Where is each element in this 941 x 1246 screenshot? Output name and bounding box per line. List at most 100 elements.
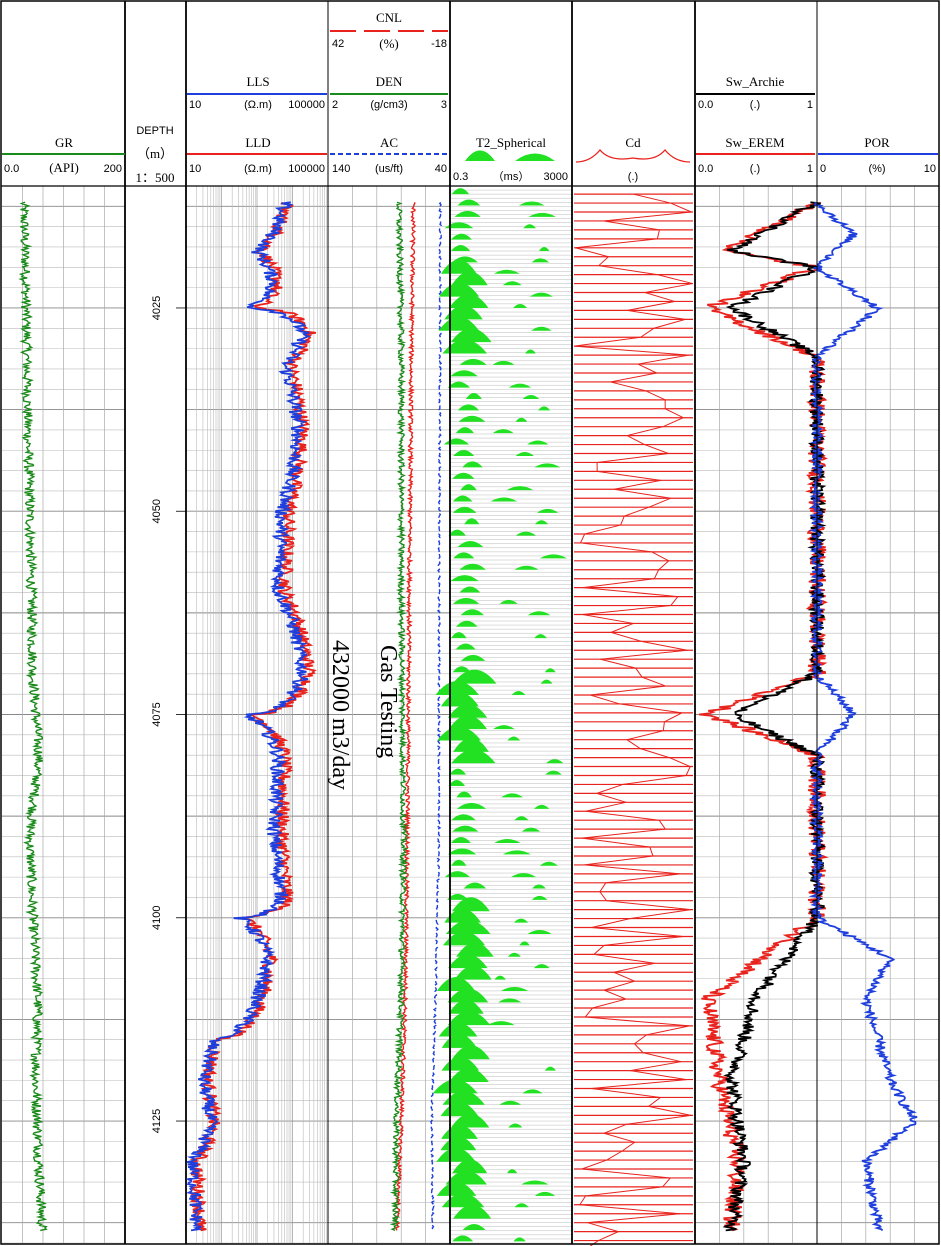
t2-spectrum [453,449,475,456]
t2-spectrum [529,292,553,297]
cd-link [584,864,681,875]
cd-link [587,1222,619,1233]
t2-spectrum [451,271,488,286]
cd-link [637,363,657,374]
cd-link [603,220,660,231]
t2-spectrum [448,954,488,969]
t2-spectrum [513,303,528,308]
sw-erem-max: 1 [807,163,813,175]
t2-spectrum [521,827,541,832]
cd-link [630,1070,687,1081]
gas-testing-annotation: Gas Testing 432000 m3/day [327,640,401,790]
t2-spectrum [450,370,478,377]
t2-spectrum [499,1100,522,1105]
t2-spectrum [465,393,482,400]
t2-spectrum [514,1203,529,1208]
t2-spectrum [451,1113,490,1128]
ac-curve [430,201,443,1231]
lls-name: LLS [246,74,269,89]
cd-link [634,1034,647,1045]
t2-spectrum [534,1191,556,1196]
t2-spectrum [447,893,469,900]
cd-link [580,542,652,553]
cnl-curve [394,202,417,1231]
cd-link [653,318,686,329]
depth-label-4125: 4125 [151,1109,163,1133]
t2-spectrum [444,305,483,320]
cd-link [641,676,666,687]
t2-spectrum [449,293,489,308]
cd-link [622,774,687,785]
t2-spectrum [451,632,467,639]
depth-label-4100: 4100 [151,906,163,930]
cd-link [640,327,655,338]
t2-spectrum [522,395,540,400]
cd-link [579,1195,587,1206]
t2-spectrum [444,908,482,923]
t2-spectrum [452,1159,488,1174]
lld-min: 10 [189,163,201,175]
cd-link [591,1079,687,1090]
t2-spectrum [456,802,487,809]
lls-curve [185,201,312,1232]
depth-label-4025: 4025 [151,296,163,320]
t2-spectrum [442,339,488,354]
t2-spectrum [437,726,481,741]
t2-spectrum [527,440,549,445]
cd-link [606,1150,623,1161]
cd-link [598,256,609,267]
t2-spectrum [438,1022,478,1037]
cd-link [626,739,641,750]
header-lld: LLD 10 (Ω.m) 100000 [187,135,327,175]
depth-name: DEPTH [136,125,173,137]
cd-link [591,1088,661,1098]
t2-spectrum [492,360,515,365]
depth-scale: 1：500 [135,170,174,185]
t2-spectrum [435,680,480,695]
cd-link [664,408,684,419]
t2-spectrum [508,383,532,388]
t2-spectrum [450,575,479,582]
t2-spectrum [460,609,484,616]
cd-link [585,810,660,821]
t2-spectrum [514,565,539,570]
t2-spectrum [448,780,466,787]
t2-spectrum [436,1147,476,1162]
den-unit: (g/cm3) [370,99,407,111]
cd-link [685,766,691,776]
sw-erem-curve [698,201,829,1232]
t2-spectrum [463,882,487,889]
lld-max: 100000 [288,163,325,175]
t2-spectrum [494,838,521,843]
t2-spectrum [457,199,481,206]
header-por: POR 0 (%) 10 [818,135,938,175]
t2-spectrum [454,210,481,217]
t2-spectrum [441,1193,485,1208]
t2-spectrum [456,620,478,627]
gr-min: 0.0 [4,163,19,175]
t2-spectrum [432,1079,478,1094]
t2-spectrum [494,975,506,980]
cd-link [613,971,635,982]
t2-spectrum [447,848,477,855]
t2-spectrum [523,224,536,229]
cd-link [624,506,650,517]
cd-link [581,1168,671,1179]
gr-name: GR [55,135,73,150]
t2-spectrum [448,715,488,730]
t2-spectrum [544,668,556,673]
cd-link [649,846,654,857]
cd-link [610,372,657,383]
t2-spectrum [499,599,518,604]
t2-spectrum [539,861,558,866]
t2-spectrum [493,725,515,730]
t2-spectrum [451,188,470,195]
t2-spectrum [462,1223,486,1230]
t2-spectrum [519,941,530,946]
cd-link [579,1204,681,1215]
cd-link [582,605,671,615]
t2-spectrum [513,918,529,923]
header-depth: DEPTH （m） 1：500 [135,125,174,185]
